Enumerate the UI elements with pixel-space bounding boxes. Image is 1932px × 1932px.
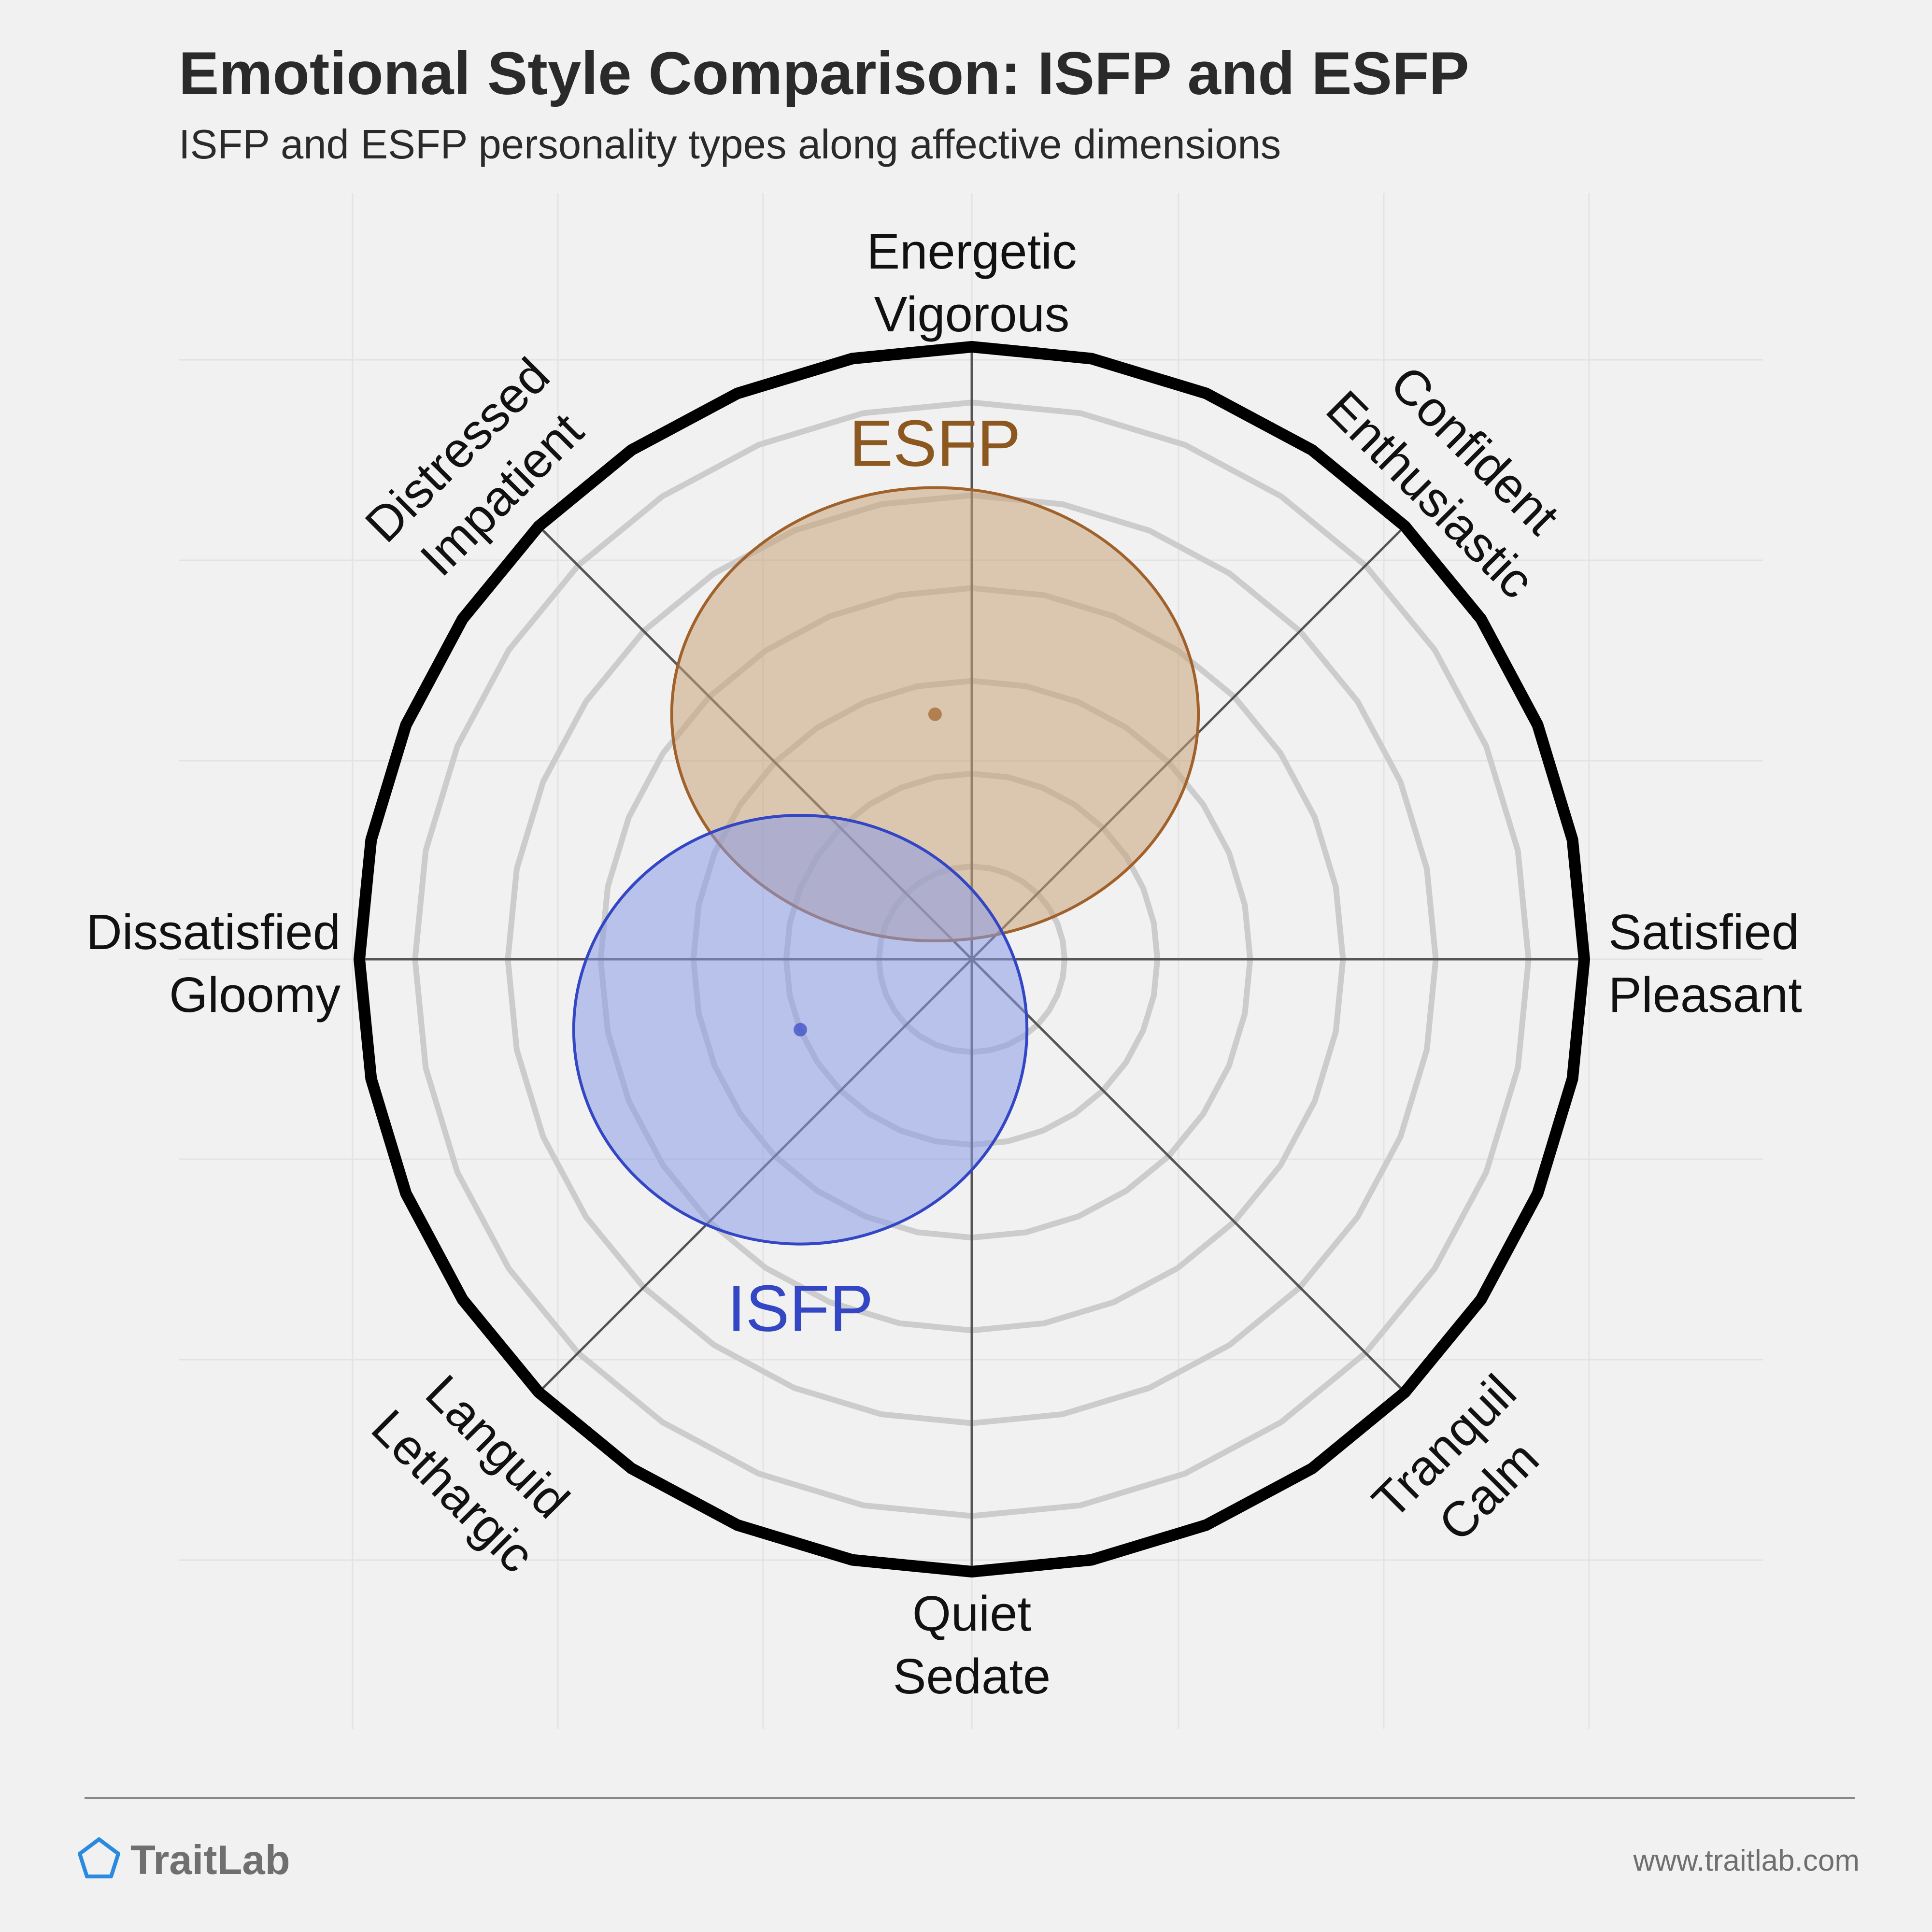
axis-label-dissatisfied: Dissatisfied — [86, 904, 341, 960]
axis-label-sedate: Sedate — [893, 1648, 1051, 1704]
outer-boundary — [354, 341, 1590, 1577]
series-point-isfp — [794, 1023, 807, 1037]
series-label-isfp: ISFP — [727, 1272, 873, 1345]
axis-label-energetic: Energetic — [867, 224, 1077, 279]
traitlab-logo: TraitLab — [78, 1837, 290, 1883]
outer-ring — [354, 341, 1590, 1577]
chart-title: Emotional Style Comparison: ISFP and ESF… — [179, 40, 1469, 107]
series-point-esfp — [928, 707, 942, 721]
series-layer: ESFP ISFP — [572, 407, 1200, 1345]
pentagon-logo-icon — [78, 1837, 120, 1878]
axis-label-quiet: Quiet — [912, 1586, 1031, 1641]
axis-label-pleasant: Pleasant — [1608, 967, 1802, 1023]
axis-label-gloomy: Gloomy — [169, 967, 341, 1023]
brand-name: TraitLab — [130, 1837, 290, 1883]
series-label-esfp: ESFP — [849, 407, 1021, 480]
axis-label-satisfied: Satisfied — [1608, 904, 1799, 960]
chart-subtitle: ISFP and ESFP personality types along af… — [179, 122, 1281, 168]
axis-label-vigorous: Vigorous — [874, 286, 1070, 342]
footer-url: www.traitlab.com — [1633, 1844, 1860, 1877]
